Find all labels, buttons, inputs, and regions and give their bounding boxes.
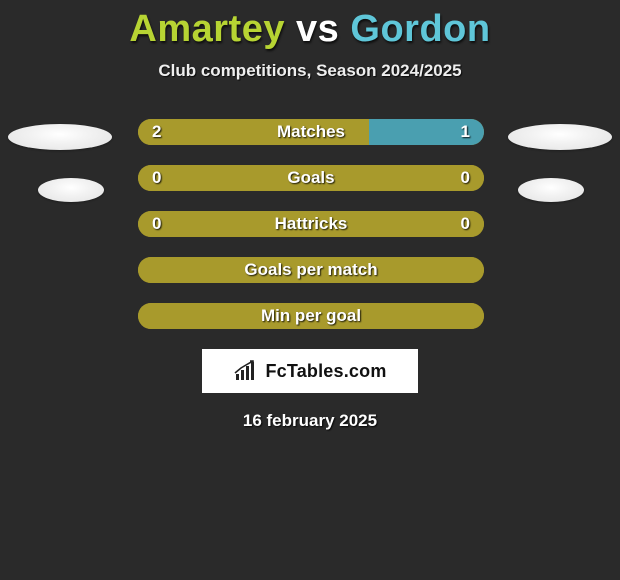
stat-bar-track xyxy=(138,257,484,283)
title-player-left: Amartey xyxy=(129,8,285,50)
stat-row: Min per goal xyxy=(0,303,620,329)
stats-list: Matches21 Goals00 Hattricks00 Goals per mat… xyxy=(0,119,620,329)
barchart-icon xyxy=(233,360,259,382)
stat-row: Matches21 xyxy=(0,119,620,145)
stat-bar-left xyxy=(138,119,369,145)
stat-row: Hattricks00 xyxy=(0,211,620,237)
stat-row: Goals per match xyxy=(0,257,620,283)
stat-bar-left xyxy=(138,165,484,191)
comparison-card: Amartey vs Gordon Club competitions, Sea… xyxy=(0,0,620,580)
source-logo: FcTables.com xyxy=(202,349,418,393)
stat-bar-left xyxy=(138,211,484,237)
stat-row: Goals00 xyxy=(0,165,620,191)
source-logo-text: FcTables.com xyxy=(265,361,386,382)
title-player-right: Gordon xyxy=(350,8,490,50)
snapshot-date: 16 february 2025 xyxy=(0,411,620,431)
stat-bar-track xyxy=(138,165,484,191)
stat-bar-track xyxy=(138,303,484,329)
title-vs: vs xyxy=(296,8,339,50)
page-title: Amartey vs Gordon xyxy=(0,8,620,51)
stat-bar-track xyxy=(138,119,484,145)
stat-bar-left xyxy=(138,257,484,283)
stat-bar-right xyxy=(369,119,484,145)
stat-bar-track xyxy=(138,211,484,237)
stat-bar-left xyxy=(138,303,484,329)
subtitle: Club competitions, Season 2024/2025 xyxy=(0,61,620,81)
